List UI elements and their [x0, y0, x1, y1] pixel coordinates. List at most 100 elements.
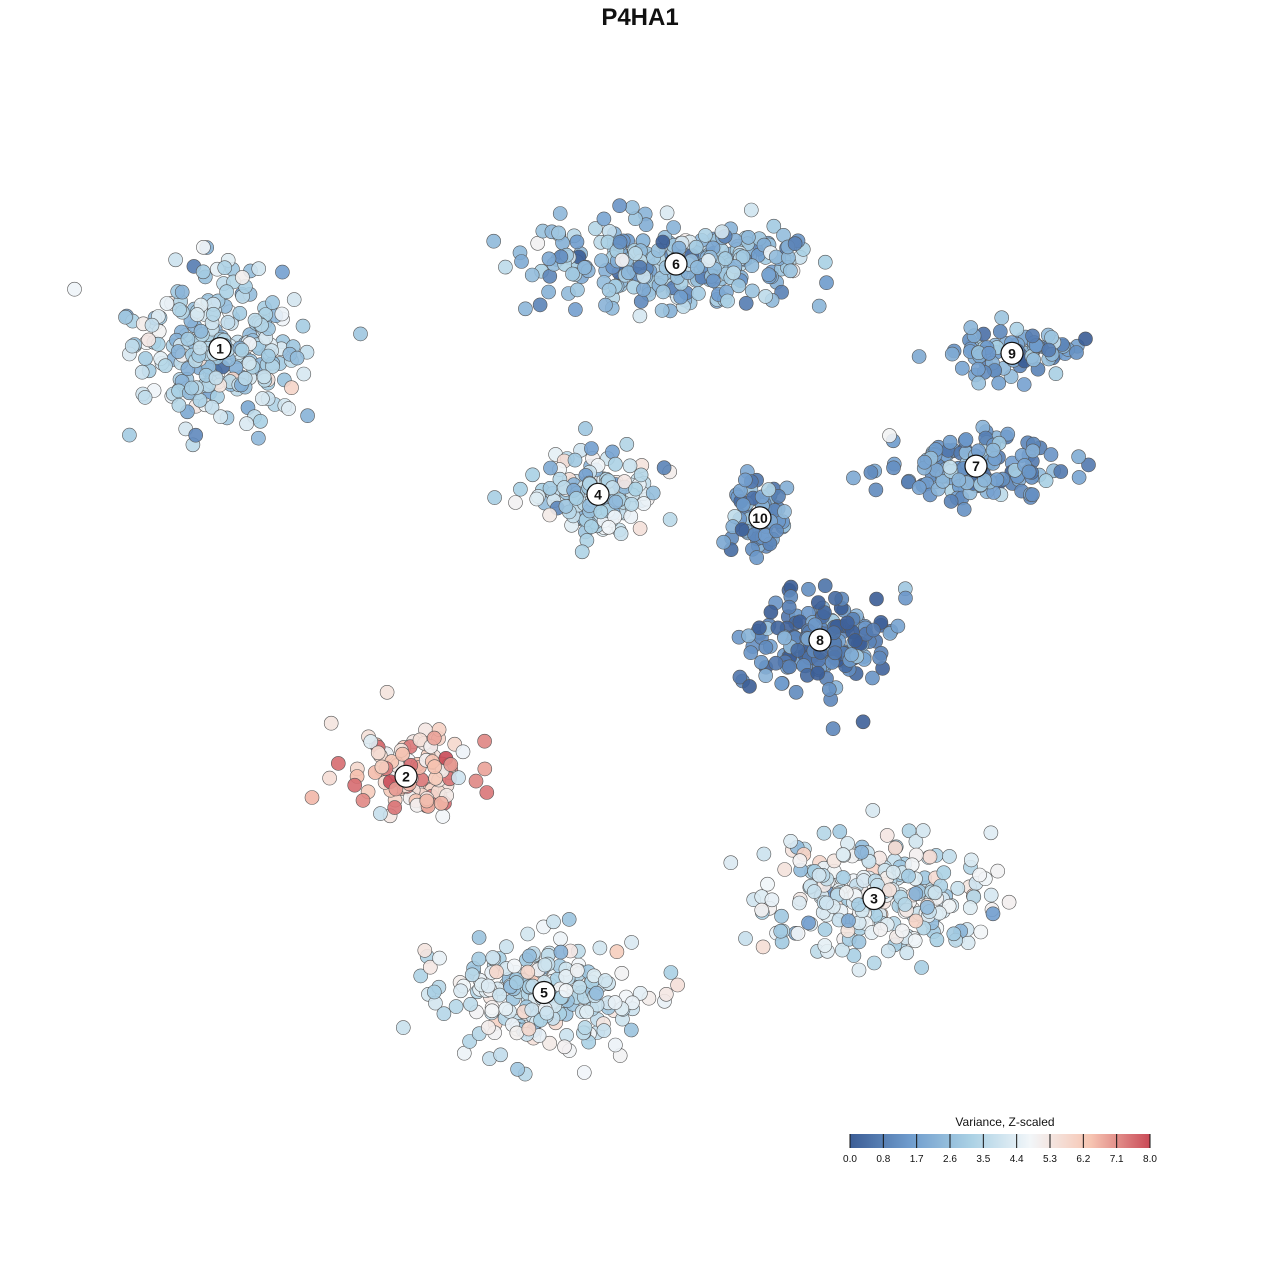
cell-point: [773, 923, 789, 939]
cell-point: [247, 312, 263, 328]
cell-point: [558, 983, 574, 999]
cell-point: [963, 852, 979, 868]
cell-point: [1025, 487, 1040, 503]
cell-point: [417, 943, 433, 958]
cell-point: [541, 284, 556, 300]
cell-point: [260, 348, 276, 364]
cell-point: [761, 482, 776, 497]
cell-point: [551, 225, 566, 241]
cell-point: [791, 895, 807, 911]
cell-point: [811, 867, 827, 883]
cell-point: [835, 870, 851, 885]
cell-point: [832, 824, 848, 839]
cell-point: [951, 472, 967, 488]
cell-point: [426, 730, 442, 746]
cluster-label-badge: [394, 764, 418, 788]
cell-point: [623, 1022, 639, 1038]
cell-point: [882, 882, 897, 898]
cell-point: [954, 360, 970, 376]
cell-point: [983, 887, 999, 903]
cell-point: [553, 944, 569, 960]
cell-point: [879, 828, 895, 843]
cell-point: [448, 999, 464, 1014]
cell-point: [1069, 345, 1084, 360]
cell-point: [981, 345, 997, 361]
cell-point: [462, 1034, 477, 1049]
cell-point: [851, 934, 867, 950]
cell-point: [570, 282, 585, 298]
cell-point: [471, 930, 487, 945]
colorbar-tick-label: 5.3: [1043, 1154, 1057, 1165]
cell-point: [868, 482, 884, 498]
cell-point: [894, 923, 910, 939]
cell-point: [510, 1062, 525, 1077]
cell-point: [584, 441, 599, 456]
cluster-label-badge: [532, 980, 556, 1005]
cell-point: [605, 444, 620, 460]
cell-point: [172, 302, 187, 318]
cell-point: [608, 494, 624, 510]
cell-point: [817, 922, 833, 937]
cell-point: [622, 458, 638, 474]
cell-point: [529, 491, 545, 507]
cell-point: [1081, 457, 1096, 473]
cell-point: [1000, 426, 1016, 442]
cell-point: [619, 436, 635, 452]
cell-point: [851, 962, 867, 978]
cell-point: [806, 884, 822, 899]
cell-point: [353, 326, 368, 342]
cell-point: [890, 618, 906, 634]
cell-point: [744, 258, 760, 274]
colorbar-tick-label: 2.6: [943, 1154, 957, 1165]
cell-point: [614, 252, 630, 268]
cell-point: [741, 230, 756, 245]
cell-point: [253, 413, 268, 429]
cell-point: [946, 926, 962, 942]
cell-point: [922, 849, 938, 865]
cell-point: [962, 900, 978, 916]
cell-point: [698, 228, 713, 243]
cell-point: [846, 470, 861, 486]
cluster-label-1: 1: [208, 337, 232, 361]
cell-point: [817, 254, 833, 270]
cell-point: [159, 296, 175, 311]
cell-point: [484, 1003, 500, 1019]
cell-point: [866, 955, 882, 971]
cell-point: [432, 950, 447, 966]
cell-point: [927, 885, 943, 901]
cell-point: [464, 967, 480, 983]
cell-point: [632, 259, 648, 275]
cell-point: [524, 267, 540, 283]
cell-point: [942, 849, 957, 864]
cell-point: [654, 303, 670, 318]
cell-point: [811, 298, 827, 314]
cell-point: [480, 978, 496, 994]
cluster-label-4: 4: [586, 482, 610, 506]
cell-point: [158, 358, 173, 374]
cluster-label-text: 4: [594, 486, 602, 502]
cell-point: [144, 317, 160, 333]
cell-point: [569, 963, 585, 978]
cluster-label-text: 9: [1008, 345, 1016, 361]
cell-point: [251, 430, 266, 446]
cell-point: [525, 467, 540, 483]
cell-point: [435, 809, 451, 824]
cell-point: [323, 715, 339, 731]
cluster-label-badge: [208, 337, 232, 361]
cell-point: [265, 295, 280, 310]
cell-point: [471, 951, 487, 967]
cell-point: [790, 926, 806, 941]
cell-point: [963, 320, 979, 335]
cell-point: [701, 253, 716, 268]
cell-point: [742, 679, 757, 694]
cell-point: [844, 647, 859, 663]
cell-point: [255, 391, 270, 406]
cell-point: [561, 912, 577, 927]
cell-point: [825, 721, 841, 737]
cell-point: [138, 351, 153, 366]
cell-point: [453, 983, 469, 999]
cell-point: [513, 481, 528, 497]
cell-point: [872, 650, 887, 666]
cell-point: [520, 964, 536, 980]
cluster-label-text: 8: [816, 632, 824, 648]
